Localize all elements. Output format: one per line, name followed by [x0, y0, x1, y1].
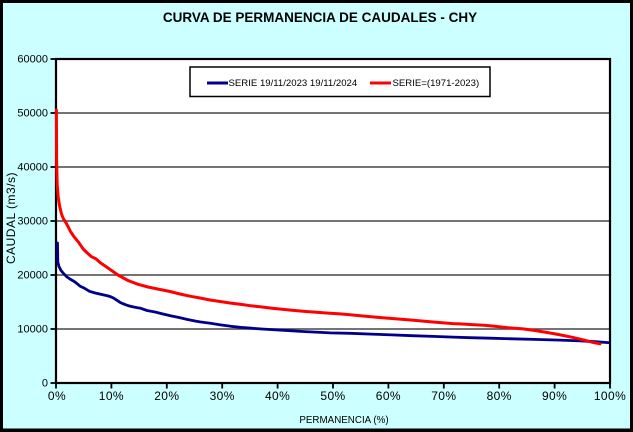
svg-text:50000: 50000	[17, 108, 48, 120]
svg-text:40000: 40000	[17, 162, 48, 174]
svg-text:PERMANENCIA (%): PERMANENCIA (%)	[299, 415, 388, 426]
svg-text:10%: 10%	[99, 389, 124, 403]
svg-text:0: 0	[42, 378, 48, 390]
svg-text:70%: 70%	[431, 389, 456, 403]
svg-text:60%: 60%	[376, 389, 401, 403]
svg-text:0%: 0%	[48, 389, 66, 403]
svg-text:10000: 10000	[17, 324, 48, 336]
svg-text:60000: 60000	[17, 54, 48, 66]
svg-text:CURVA DE PERMANENCIA DE CAUDAL: CURVA DE PERMANENCIA DE CAUDALES - CHY	[163, 10, 477, 25]
svg-text:CAUDAL (m3/s): CAUDAL (m3/s)	[4, 172, 18, 264]
svg-text:SERIE=(1971-2023): SERIE=(1971-2023)	[393, 78, 480, 89]
svg-text:SERIE 19/11/2023 19/11/2024: SERIE 19/11/2023 19/11/2024	[229, 78, 358, 89]
svg-text:30000: 30000	[17, 216, 48, 228]
svg-text:80%: 80%	[487, 389, 512, 403]
svg-text:50%: 50%	[320, 389, 345, 403]
svg-text:100%: 100%	[594, 389, 626, 403]
svg-text:90%: 90%	[542, 389, 567, 403]
svg-text:30%: 30%	[210, 389, 235, 403]
svg-text:40%: 40%	[265, 389, 290, 403]
svg-text:20%: 20%	[154, 389, 179, 403]
svg-text:20000: 20000	[17, 270, 48, 282]
